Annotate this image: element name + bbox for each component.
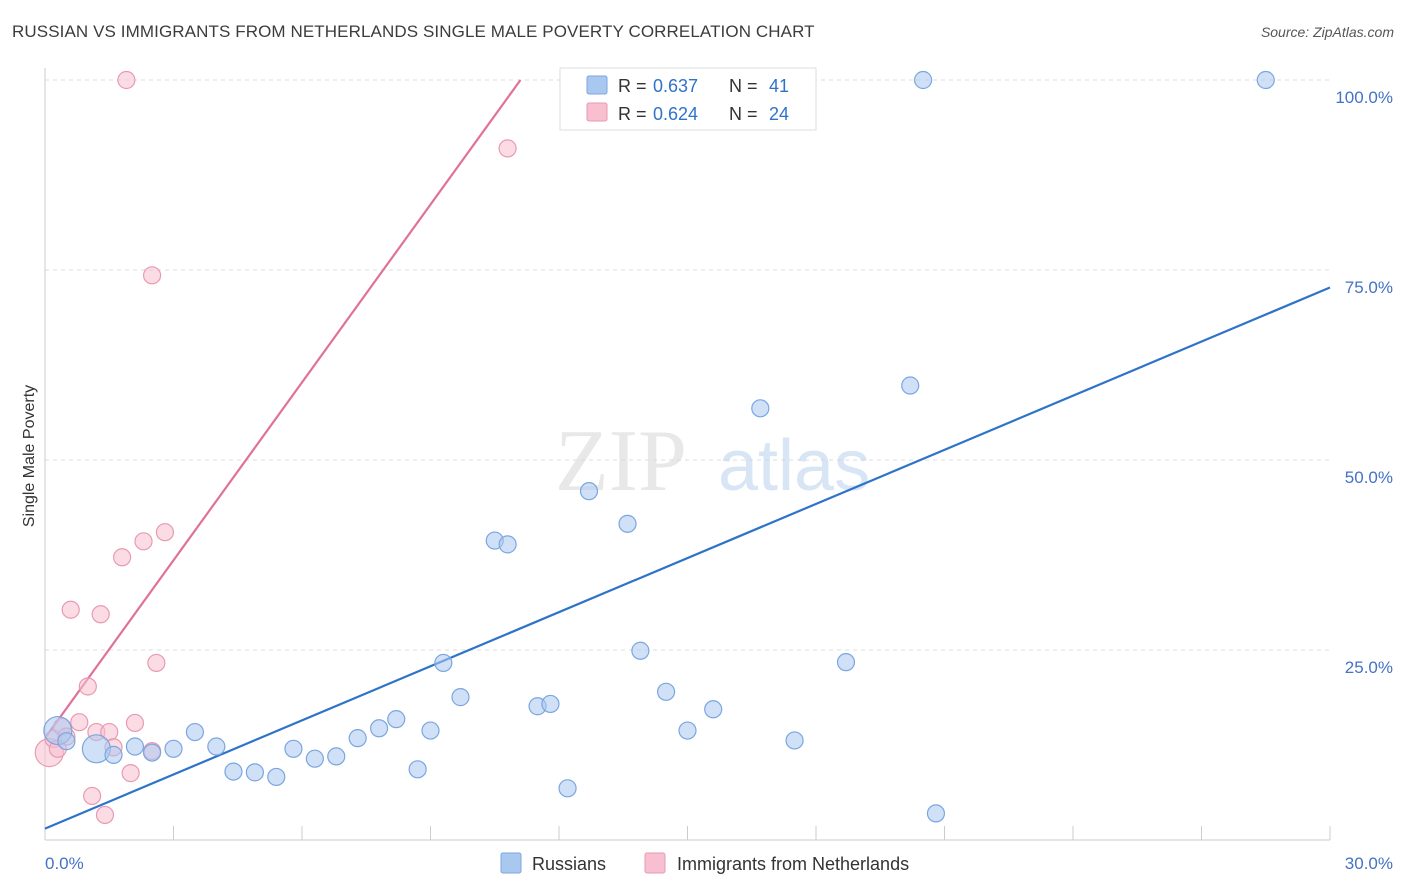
point-netherlands-13 [112, 548, 132, 567]
point-russians-28 [631, 641, 650, 660]
point-netherlands-16 [125, 713, 145, 733]
point-netherlands-19 [142, 266, 162, 285]
point-russians-35 [836, 653, 856, 672]
source-credit: Source: ZipAtlas.com [1260, 24, 1394, 40]
point-russians-22 [498, 535, 517, 554]
point-netherlands-15 [121, 764, 140, 783]
legend-swatch-netherlands [586, 102, 608, 122]
y-tick-label-75: 75.0% [1345, 278, 1393, 297]
point-netherlands-7 [83, 786, 102, 806]
point-russians-7 [207, 737, 226, 756]
point-russians-19 [434, 653, 453, 673]
point-russians-6 [185, 722, 205, 742]
y-tick-label-50: 50.0% [1345, 468, 1393, 487]
point-russians-12 [305, 749, 324, 768]
point-russians-29 [656, 682, 676, 701]
point-russians-9 [245, 763, 264, 782]
point-russians-30 [678, 721, 697, 740]
point-netherlands-14 [117, 70, 136, 90]
bottom-legend-swatch-netherlands [644, 852, 666, 874]
y-tick-label-100: 100.0% [1335, 88, 1393, 107]
point-russians-34 [785, 731, 804, 750]
legend-box: R = 0.637 N = 41 R = 0.624 N = 24 [559, 67, 817, 131]
y-axis-title: Single Male Poverty [21, 385, 38, 527]
point-russians-10 [267, 767, 286, 787]
point-russians-14 [348, 729, 367, 748]
x-tick-label-max: 30.0% [1345, 854, 1393, 873]
point-russians-5 [164, 739, 183, 758]
watermark: ZIP atlas [555, 413, 870, 510]
point-netherlands-21 [155, 523, 175, 542]
legend-r-label-russians: R = [618, 76, 647, 96]
point-russians-20 [451, 688, 470, 707]
y-tick-label-25: 25.0% [1345, 658, 1393, 677]
point-russians-3 [125, 737, 145, 756]
bottom-legend: Russians Immigrants from Netherlands [500, 852, 909, 874]
watermark-atlas: atlas [718, 426, 870, 506]
y-tick-labels: 100.0% 75.0% 50.0% 25.0% [1335, 88, 1393, 677]
chart-title: RUSSIAN VS IMMIGRANTS FROM NETHERLANDS S… [12, 22, 815, 41]
point-russians-33 [751, 399, 770, 418]
point-russians-15 [370, 719, 389, 738]
bottom-legend-swatch-russians [500, 852, 522, 874]
bottom-legend-label-netherlands: Immigrants from Netherlands [677, 854, 909, 874]
point-netherlands-17 [134, 532, 153, 551]
point-russians-38 [926, 804, 946, 823]
legend-r-value-russians: 0.637 [653, 76, 698, 96]
point-russians-16 [387, 710, 406, 729]
trend-line-netherlands [44, 79, 522, 739]
legend-r-value-netherlands: 0.624 [653, 104, 698, 124]
series-russians-points [43, 70, 1275, 823]
legend-swatch-russians [586, 75, 608, 95]
point-russians-11 [284, 739, 303, 758]
point-russians-26 [579, 482, 599, 501]
point-russians-24 [541, 694, 560, 714]
x-tick-label-min: 0.0% [45, 854, 84, 873]
point-russians-25 [558, 779, 577, 798]
point-netherlands-4 [61, 600, 80, 619]
point-netherlands-20 [147, 653, 166, 673]
x-ticks [173, 826, 1331, 840]
point-russians-17 [408, 760, 427, 779]
bottom-legend-label-russians: Russians [532, 854, 606, 874]
point-russians-40 [57, 732, 76, 751]
legend-n-value-russians: 41 [769, 76, 789, 96]
point-netherlands-6 [78, 677, 97, 696]
trend-line-russians [44, 286, 1331, 830]
legend-r-label-netherlands: R = [618, 104, 647, 124]
point-netherlands-9 [91, 605, 110, 624]
trend-lines [44, 79, 1331, 830]
point-russians-37 [913, 70, 933, 90]
point-russians-13 [327, 747, 346, 766]
watermark-zip: ZIP [555, 413, 687, 510]
point-netherlands-22 [498, 139, 517, 158]
point-russians-27 [618, 514, 637, 533]
point-russians-18 [421, 721, 440, 740]
grid-lines [45, 79, 1330, 651]
point-russians-31 [704, 700, 723, 719]
point-russians-4 [142, 743, 162, 762]
legend-n-value-netherlands: 24 [769, 104, 789, 124]
point-russians-2 [104, 745, 123, 764]
legend-n-label-netherlands: N = [729, 104, 758, 124]
point-netherlands-5 [70, 713, 89, 732]
legend-n-label-russians: N = [729, 76, 758, 96]
point-russians-8 [224, 762, 243, 781]
point-netherlands-10 [95, 805, 115, 825]
point-russians-39 [1256, 70, 1275, 90]
point-russians-36 [901, 376, 920, 395]
